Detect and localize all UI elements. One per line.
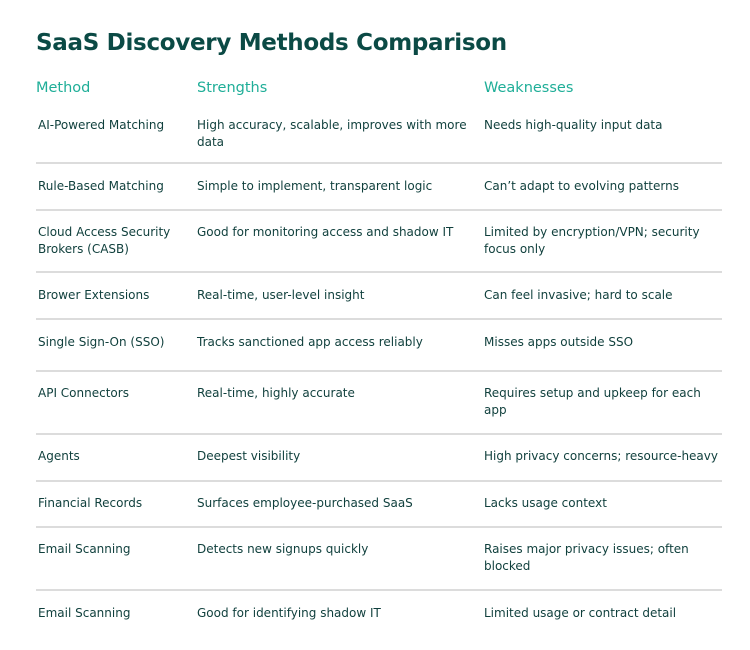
cell-weaknesses: Raises major privacy issues; often block… — [484, 542, 689, 573]
table-row: Brower Extensions Real-time, user-level i… — [36, 287, 722, 320]
table-row: Cloud Access Security Brokers (CASB) Good… — [36, 224, 722, 273]
cell-weaknesses: Requires setup and upkeep for each app — [484, 386, 701, 417]
cell-weaknesses: Can feel invasive; hard to scale — [484, 288, 673, 302]
table-row: Single Sign-On (SSO) Tracks sanctioned ap… — [36, 334, 722, 372]
cell-method: Financial Records — [38, 496, 143, 510]
cell-method: API Connectors — [38, 386, 129, 400]
cell-weaknesses: Needs high-quality input data — [484, 118, 663, 132]
cell-weaknesses: Misses apps outside SSO — [484, 335, 634, 349]
cell-strengths: Detects new signups quickly — [197, 542, 369, 556]
cell-method: Rule-Based Matching — [38, 179, 164, 193]
cell-method: Email Scanning — [38, 542, 131, 556]
cell-strengths: Real-time, highly accurate — [197, 386, 355, 400]
cell-strengths: Good for monitoring access and shadow IT — [197, 225, 454, 239]
cell-strengths: Real-time, user-level insight — [197, 288, 365, 302]
column-header-weaknesses: Weaknesses — [484, 80, 574, 96]
page-title: SaaS Discovery Methods Comparison — [36, 30, 507, 56]
cell-strengths: High accuracy, scalable, improves with m… — [197, 118, 467, 149]
cell-strengths: Deepest visibility — [197, 449, 301, 463]
table-row: Rule-Based Matching Simple to implement, … — [36, 178, 722, 211]
table-row: API Connectors Real-time, highly accurate… — [36, 385, 722, 435]
cell-weaknesses: Can’t adapt to evolving patterns — [484, 179, 679, 193]
table-row: Agents Deepest visibility High privacy con… — [36, 448, 722, 482]
cell-strengths: Tracks sanctioned app access reliably — [197, 335, 423, 349]
cell-strengths: Good for identifying shadow IT — [197, 606, 381, 620]
cell-weaknesses: Limited usage or contract detail — [484, 606, 677, 620]
cell-strengths: Surfaces employee-purchased SaaS — [197, 496, 413, 510]
cell-strengths: Simple to implement, transparent logic — [197, 179, 433, 193]
cell-method: Agents — [38, 449, 80, 463]
cell-weaknesses: Lacks usage context — [484, 496, 607, 510]
cell-method: Single Sign-On (SSO) — [38, 335, 165, 349]
cell-weaknesses: High privacy concerns; resource-heavy — [484, 449, 718, 463]
cell-method: Brower Extensions — [38, 288, 150, 302]
table-row: Email Scanning Good for identifying shado… — [36, 605, 722, 650]
cell-method: Cloud Access Security Brokers (CASB) — [38, 225, 171, 256]
column-header-method: Method — [36, 80, 91, 96]
cell-method: Email Scanning — [38, 606, 131, 620]
cell-method: AI-Powered Matching — [38, 118, 165, 132]
table-row: AI-Powered Matching High accuracy, scalab… — [36, 117, 722, 164]
column-header-strengths: Strengths — [197, 80, 268, 96]
table-row: Financial Records Surfaces employee-purch… — [36, 495, 722, 528]
table-row: Email Scanning Detects new signups quickl… — [36, 541, 722, 591]
cell-weaknesses: Limited by encryption/VPN; security focu… — [484, 225, 700, 256]
